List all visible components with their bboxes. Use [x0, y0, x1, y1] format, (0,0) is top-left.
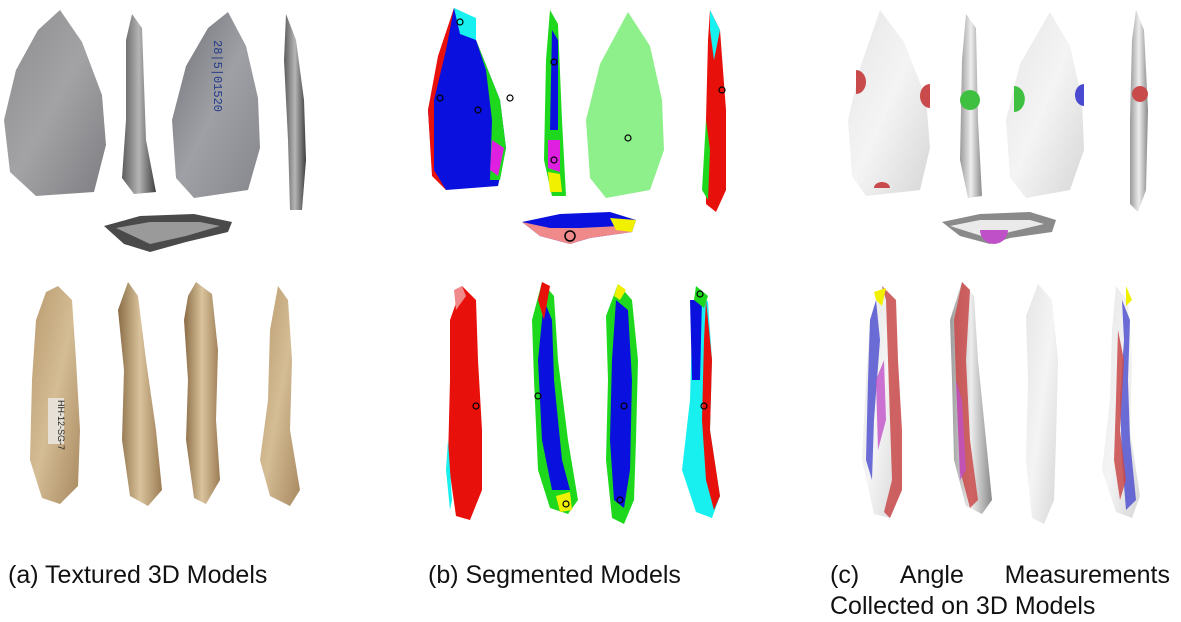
caption-angle-measurements-line1: (c) Angle Measurements [830, 560, 1170, 591]
textured-models-figure: 28|5|01520 HH-12-SG-7 [4, 10, 306, 506]
segmented-models-figure [428, 8, 726, 524]
bottom-measured-view-3 [1026, 284, 1058, 524]
top-segmented-side-1 [544, 10, 566, 196]
bottom-artifact-side-2 [260, 286, 300, 506]
top-measured-back [1006, 12, 1084, 198]
top-artifact-back [172, 12, 260, 198]
segmented-models-panel [410, 0, 760, 530]
caption-c-label: (c) [830, 561, 860, 589]
angle-measurements-figure [848, 10, 1148, 524]
top-artifact-front [4, 10, 106, 196]
top-measured-cross-section [942, 212, 1056, 244]
caption-c-word-angle: Angle [899, 561, 964, 589]
bottom-artifact-specimen-label: HH-12-SG-7 [56, 400, 66, 450]
bottom-artifact-back [184, 282, 220, 504]
bottom-segmented-view-3 [606, 284, 638, 524]
bottom-segmented-view-2 [532, 282, 578, 514]
caption-segmented-models: (b) Segmented Models [428, 561, 681, 589]
bottom-segmented-view-1 [446, 286, 482, 520]
top-segmented-cross-section [522, 212, 636, 244]
bottom-measured-view-2 [950, 282, 992, 514]
caption-c-word-measurements: Measurements [1004, 561, 1170, 589]
bottom-measured-view-4 [1102, 286, 1140, 518]
textured-models-panel: 28|5|01520 HH-12-SG-7 [0, 0, 360, 530]
caption-angle-measurements-line2: Collected on 3D Models [830, 592, 1096, 620]
bottom-segmented-view-4 [682, 286, 720, 518]
top-measured-front [848, 10, 930, 196]
top-artifact-side-1 [122, 14, 156, 194]
top-artifact-specimen-label: 28|5|01520 [210, 40, 224, 112]
bottom-artifact-side-1 [118, 282, 162, 506]
top-segmented-side-2 [702, 10, 726, 212]
top-segmented-front [428, 8, 514, 190]
angle-measurements-panel [830, 0, 1181, 530]
bottom-artifact-front [30, 286, 80, 504]
caption-textured-models: (a) Textured 3D Models [8, 561, 268, 589]
top-measured-side-1 [960, 14, 982, 198]
top-artifact-side-2 [284, 14, 306, 210]
top-measured-side-2 [1130, 10, 1148, 212]
bottom-measured-view-1 [862, 286, 902, 518]
top-segmented-back [586, 12, 664, 198]
